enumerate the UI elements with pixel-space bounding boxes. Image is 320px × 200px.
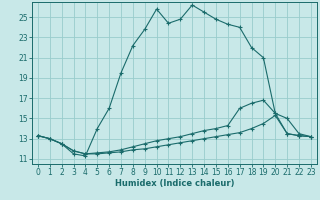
X-axis label: Humidex (Indice chaleur): Humidex (Indice chaleur) <box>115 179 234 188</box>
